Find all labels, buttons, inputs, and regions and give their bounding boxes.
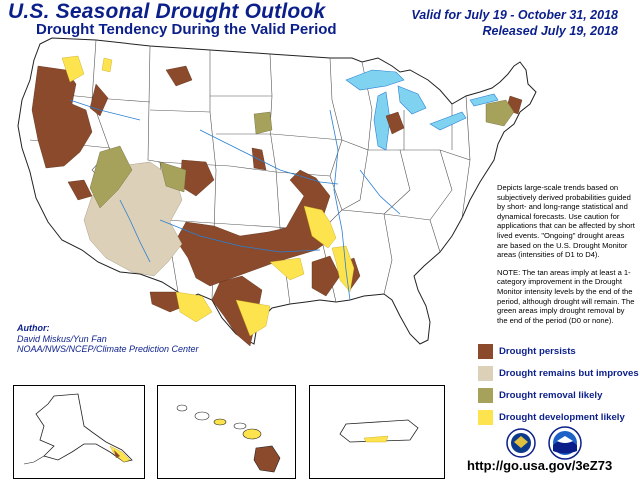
- hawaii-map: [176, 404, 281, 473]
- legend-swatch: [478, 344, 493, 359]
- map-subtitle: Drought Tendency During the Valid Period: [36, 21, 337, 38]
- alaska-inset: [13, 385, 145, 479]
- valid-period: Valid for July 19 - October 31, 2018 Rel…: [411, 7, 618, 39]
- author-block: Author: David Miskus/Yun Fan NOAA/NWS/NC…: [17, 323, 199, 355]
- legend-label: Drought removal likely: [499, 390, 603, 401]
- author-label: Author:: [17, 323, 50, 333]
- hawaii-inset: [157, 385, 296, 479]
- description-panel: Depicts large-scale trends based on subj…: [497, 183, 637, 333]
- legend-label: Drought development likely: [499, 412, 625, 423]
- rivers: [69, 99, 401, 301]
- legend-label: Drought persists: [499, 346, 576, 357]
- legend-swatch: [478, 366, 493, 381]
- doc-seal-icon: [506, 428, 536, 458]
- legend-swatch: [478, 410, 493, 425]
- description-paragraph-1: Depicts large-scale trends based on subj…: [497, 183, 635, 260]
- footer-url[interactable]: http://go.usa.gov/3eZ73: [467, 458, 613, 473]
- alaska-map: [23, 393, 133, 465]
- drought-removal-areas: [89, 99, 515, 209]
- puerto-rico-inset: [309, 385, 445, 479]
- description-paragraph-2: NOTE: The tan areas imply at least a 1-c…: [497, 267, 635, 325]
- map-title: U.S. Seasonal Drought Outlook: [8, 0, 326, 23]
- puerto-rico-map: [339, 419, 419, 443]
- great-lakes: [345, 69, 499, 151]
- valid-line: Valid for July 19 - October 31, 2018: [411, 8, 618, 22]
- drought-persists-areas: [31, 65, 523, 347]
- legend-label: Drought remains but improves: [499, 368, 639, 379]
- drought-development-areas: [61, 55, 355, 337]
- noaa-logo-icon: [548, 426, 582, 460]
- released-line: Released July 19, 2018: [482, 24, 618, 38]
- author-names: David Miskus/Yun Fan: [17, 333, 107, 344]
- author-org: NOAA/NWS/NCEP/Climate Prediction Center: [17, 344, 199, 354]
- legend-swatch: [478, 388, 493, 403]
